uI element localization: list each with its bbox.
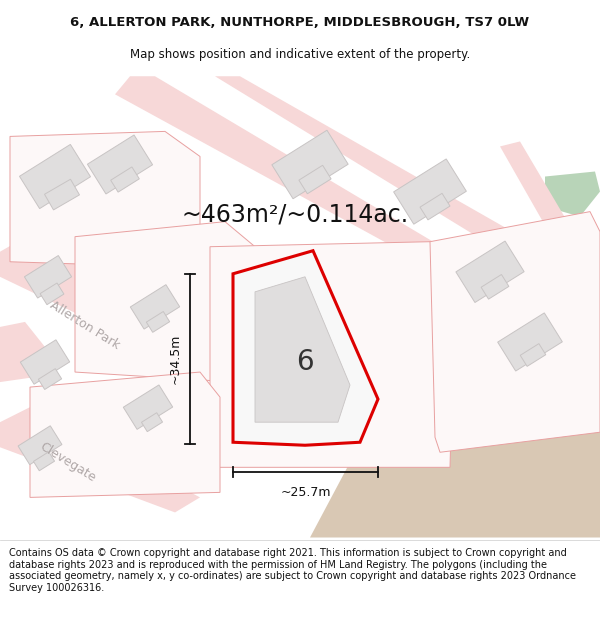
- Text: Allerton Park: Allerton Park: [47, 298, 122, 352]
- Polygon shape: [394, 159, 466, 224]
- Polygon shape: [19, 144, 91, 209]
- Text: 6: 6: [296, 348, 314, 376]
- Polygon shape: [456, 241, 524, 302]
- Polygon shape: [40, 283, 64, 304]
- Polygon shape: [233, 251, 378, 445]
- Text: Contains OS data © Crown copyright and database right 2021. This information is : Contains OS data © Crown copyright and d…: [9, 548, 576, 592]
- Text: ~34.5m: ~34.5m: [169, 334, 182, 384]
- Polygon shape: [110, 167, 139, 192]
- Text: ~463m²/~0.114ac.: ~463m²/~0.114ac.: [181, 202, 409, 227]
- Polygon shape: [44, 179, 79, 210]
- Polygon shape: [142, 412, 163, 432]
- Polygon shape: [124, 385, 173, 429]
- Polygon shape: [299, 165, 331, 194]
- Polygon shape: [310, 322, 600, 538]
- Polygon shape: [34, 452, 55, 471]
- Polygon shape: [20, 340, 70, 384]
- Polygon shape: [88, 135, 152, 194]
- Polygon shape: [210, 242, 455, 468]
- Polygon shape: [115, 76, 450, 267]
- Text: Map shows position and indicative extent of the property.: Map shows position and indicative extent…: [130, 48, 470, 61]
- Polygon shape: [18, 426, 62, 465]
- Polygon shape: [215, 76, 530, 257]
- Polygon shape: [481, 274, 509, 299]
- Polygon shape: [497, 313, 562, 371]
- Polygon shape: [520, 344, 546, 366]
- Polygon shape: [0, 232, 260, 392]
- Text: Clevegate: Clevegate: [38, 440, 98, 484]
- Polygon shape: [500, 141, 600, 287]
- Polygon shape: [420, 193, 450, 220]
- Text: ~25.7m: ~25.7m: [280, 486, 331, 499]
- Polygon shape: [146, 311, 170, 332]
- Polygon shape: [10, 131, 200, 267]
- Polygon shape: [545, 171, 600, 217]
- Polygon shape: [130, 284, 179, 329]
- Polygon shape: [30, 372, 220, 498]
- Text: 6, ALLERTON PARK, NUNTHORPE, MIDDLESBROUGH, TS7 0LW: 6, ALLERTON PARK, NUNTHORPE, MIDDLESBROU…: [70, 16, 530, 29]
- Polygon shape: [38, 369, 62, 389]
- Polygon shape: [75, 222, 265, 382]
- Polygon shape: [430, 212, 600, 452]
- Polygon shape: [25, 256, 71, 298]
- Polygon shape: [272, 130, 348, 199]
- Polygon shape: [255, 277, 350, 422]
- Polygon shape: [0, 322, 45, 382]
- Polygon shape: [0, 407, 200, 512]
